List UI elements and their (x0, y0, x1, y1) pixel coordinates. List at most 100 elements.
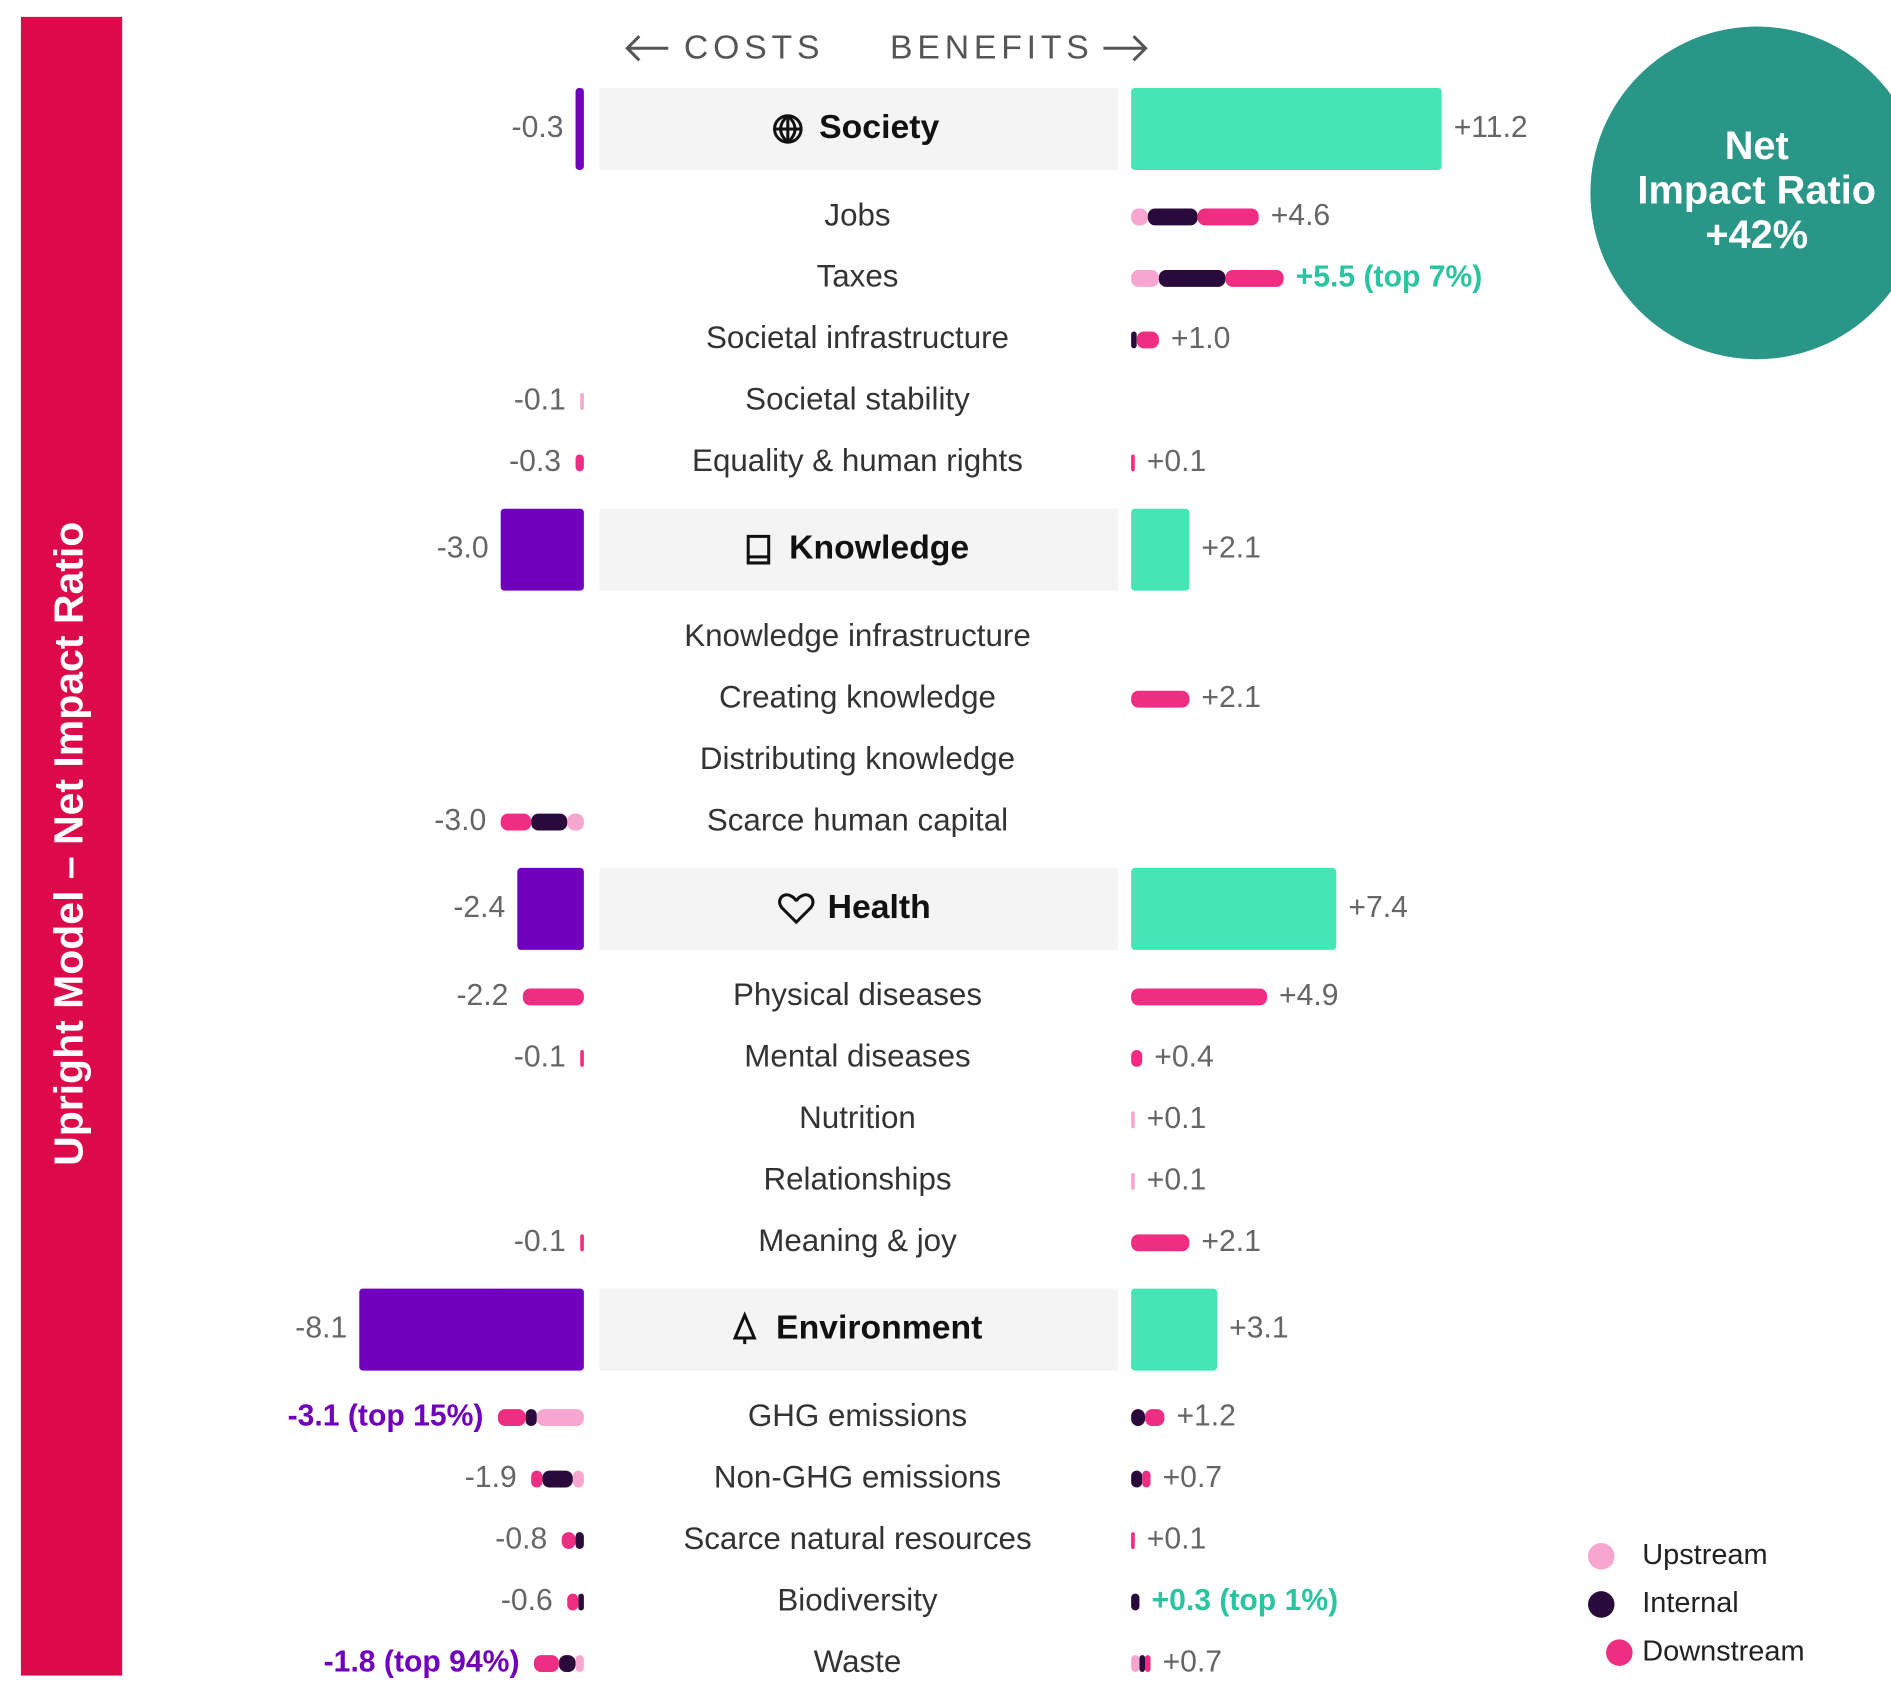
cost-label: -0.1 (514, 383, 566, 416)
cost-label: -2.4 (453, 891, 505, 924)
side-title: Upright Model – Net Impact Ratio (45, 522, 91, 1166)
segment (1131, 1593, 1140, 1611)
legend-swatch (1606, 1639, 1633, 1666)
benefit-label: +7.4 (1348, 891, 1407, 924)
segment (1142, 1470, 1151, 1488)
segment (1131, 1172, 1135, 1190)
group-name: Environment (776, 1309, 982, 1347)
arrow-left (625, 35, 669, 62)
cost-label: -1.8 (top 94%) (324, 1645, 520, 1678)
row-label: Relationships (763, 1162, 951, 1197)
segment (567, 813, 584, 831)
icon (774, 114, 802, 144)
legend-label: Downstream (1642, 1635, 1804, 1667)
row-label: Distributing knowledge (700, 741, 1015, 776)
badge-value: +42% (1705, 213, 1808, 257)
row-label: GHG emissions (748, 1398, 967, 1433)
benefit-label: +0.4 (1154, 1040, 1213, 1073)
segment (533, 1655, 559, 1672)
cost-bar (517, 867, 584, 950)
segment (1147, 208, 1198, 226)
cost-label: -8.1 (295, 1312, 347, 1345)
benefit-label: +0.7 (1163, 1461, 1222, 1494)
group-band (599, 867, 1118, 950)
benefit-label: +5.5 (top 7%) (1296, 260, 1483, 293)
cost-label: -0.8 (495, 1523, 547, 1556)
group-name: Knowledge (789, 529, 969, 567)
cost-bar (500, 508, 584, 591)
segment (572, 1470, 584, 1488)
segment (536, 1409, 584, 1427)
group-band (599, 508, 1118, 591)
segment (1145, 1655, 1151, 1672)
cost-label: -2.2 (456, 979, 508, 1012)
benefit-bar (1131, 867, 1337, 950)
benefit-label: +1.0 (1171, 322, 1230, 355)
badge (1590, 26, 1891, 360)
segment (1131, 690, 1190, 708)
segment (1131, 988, 1267, 1006)
row-label: Scarce human capital (707, 802, 1008, 837)
row-label: Scarce natural resources (683, 1521, 1031, 1556)
legend-swatch (1587, 1542, 1615, 1570)
segment (561, 1532, 576, 1549)
row-label: Taxes (817, 259, 899, 294)
row-label: Non-GHG emissions (714, 1459, 1001, 1494)
benefit-label: +0.7 (1163, 1645, 1222, 1678)
row-label: Nutrition (799, 1100, 916, 1135)
row-label: Knowledge infrastructure (684, 618, 1031, 653)
segment (542, 1470, 573, 1488)
row-label: Equality & human rights (692, 443, 1023, 478)
group-name: Society (819, 108, 939, 146)
icon (746, 534, 771, 565)
benefit-label: +2.1 (1201, 532, 1260, 565)
group-band (599, 1288, 1118, 1371)
benefit-heading: BENEFITS (890, 28, 1094, 66)
benefit-bar (1131, 87, 1442, 170)
group-band (599, 87, 1118, 170)
benefit-label: +3.1 (1229, 1312, 1288, 1345)
cost-bar (359, 1288, 584, 1371)
segment (575, 1655, 584, 1672)
arrow-right (1103, 35, 1148, 62)
row-label: Societal stability (745, 382, 970, 417)
benefit-label: +0.1 (1147, 1163, 1206, 1196)
row-label: Societal infrastructure (706, 320, 1009, 355)
badge-line: Impact Ratio (1637, 168, 1876, 212)
row-label: Meaning & joy (758, 1223, 957, 1258)
cost-label: -3.0 (434, 804, 486, 837)
segment (575, 1532, 584, 1549)
row-label: Mental diseases (744, 1039, 970, 1074)
segment (1139, 1655, 1146, 1672)
row-label: Creating knowledge (719, 679, 996, 714)
row-label: Physical diseases (733, 977, 982, 1012)
segment (580, 1234, 584, 1252)
benefit-label: +2.1 (1201, 681, 1260, 714)
segment (1136, 331, 1159, 349)
cost-label: -0.1 (514, 1040, 566, 1073)
benefit-label: +0.1 (1147, 445, 1206, 478)
benefit-label: +0.1 (1147, 1102, 1206, 1135)
cost-label: -0.3 (509, 445, 561, 478)
segment (531, 813, 568, 831)
cost-bar (575, 87, 584, 170)
cost-label: -0.1 (514, 1225, 566, 1258)
benefit-label: +0.1 (1147, 1523, 1206, 1556)
segment (1131, 1049, 1143, 1067)
segment (1131, 454, 1135, 472)
cost-label: -3.0 (437, 532, 489, 565)
segment (1131, 1409, 1146, 1427)
row-label: Biodiversity (777, 1582, 938, 1617)
segment (1131, 1234, 1190, 1252)
segment (531, 1470, 543, 1488)
benefit-bar (1131, 508, 1190, 591)
segment (578, 1593, 584, 1611)
legend-swatch (1587, 1591, 1615, 1618)
icon (732, 1311, 757, 1345)
benefit-label: +11.2 (1454, 111, 1528, 144)
segment (1158, 270, 1226, 287)
segment (558, 1655, 576, 1672)
segment (1131, 1111, 1135, 1129)
segment (1145, 1409, 1165, 1427)
